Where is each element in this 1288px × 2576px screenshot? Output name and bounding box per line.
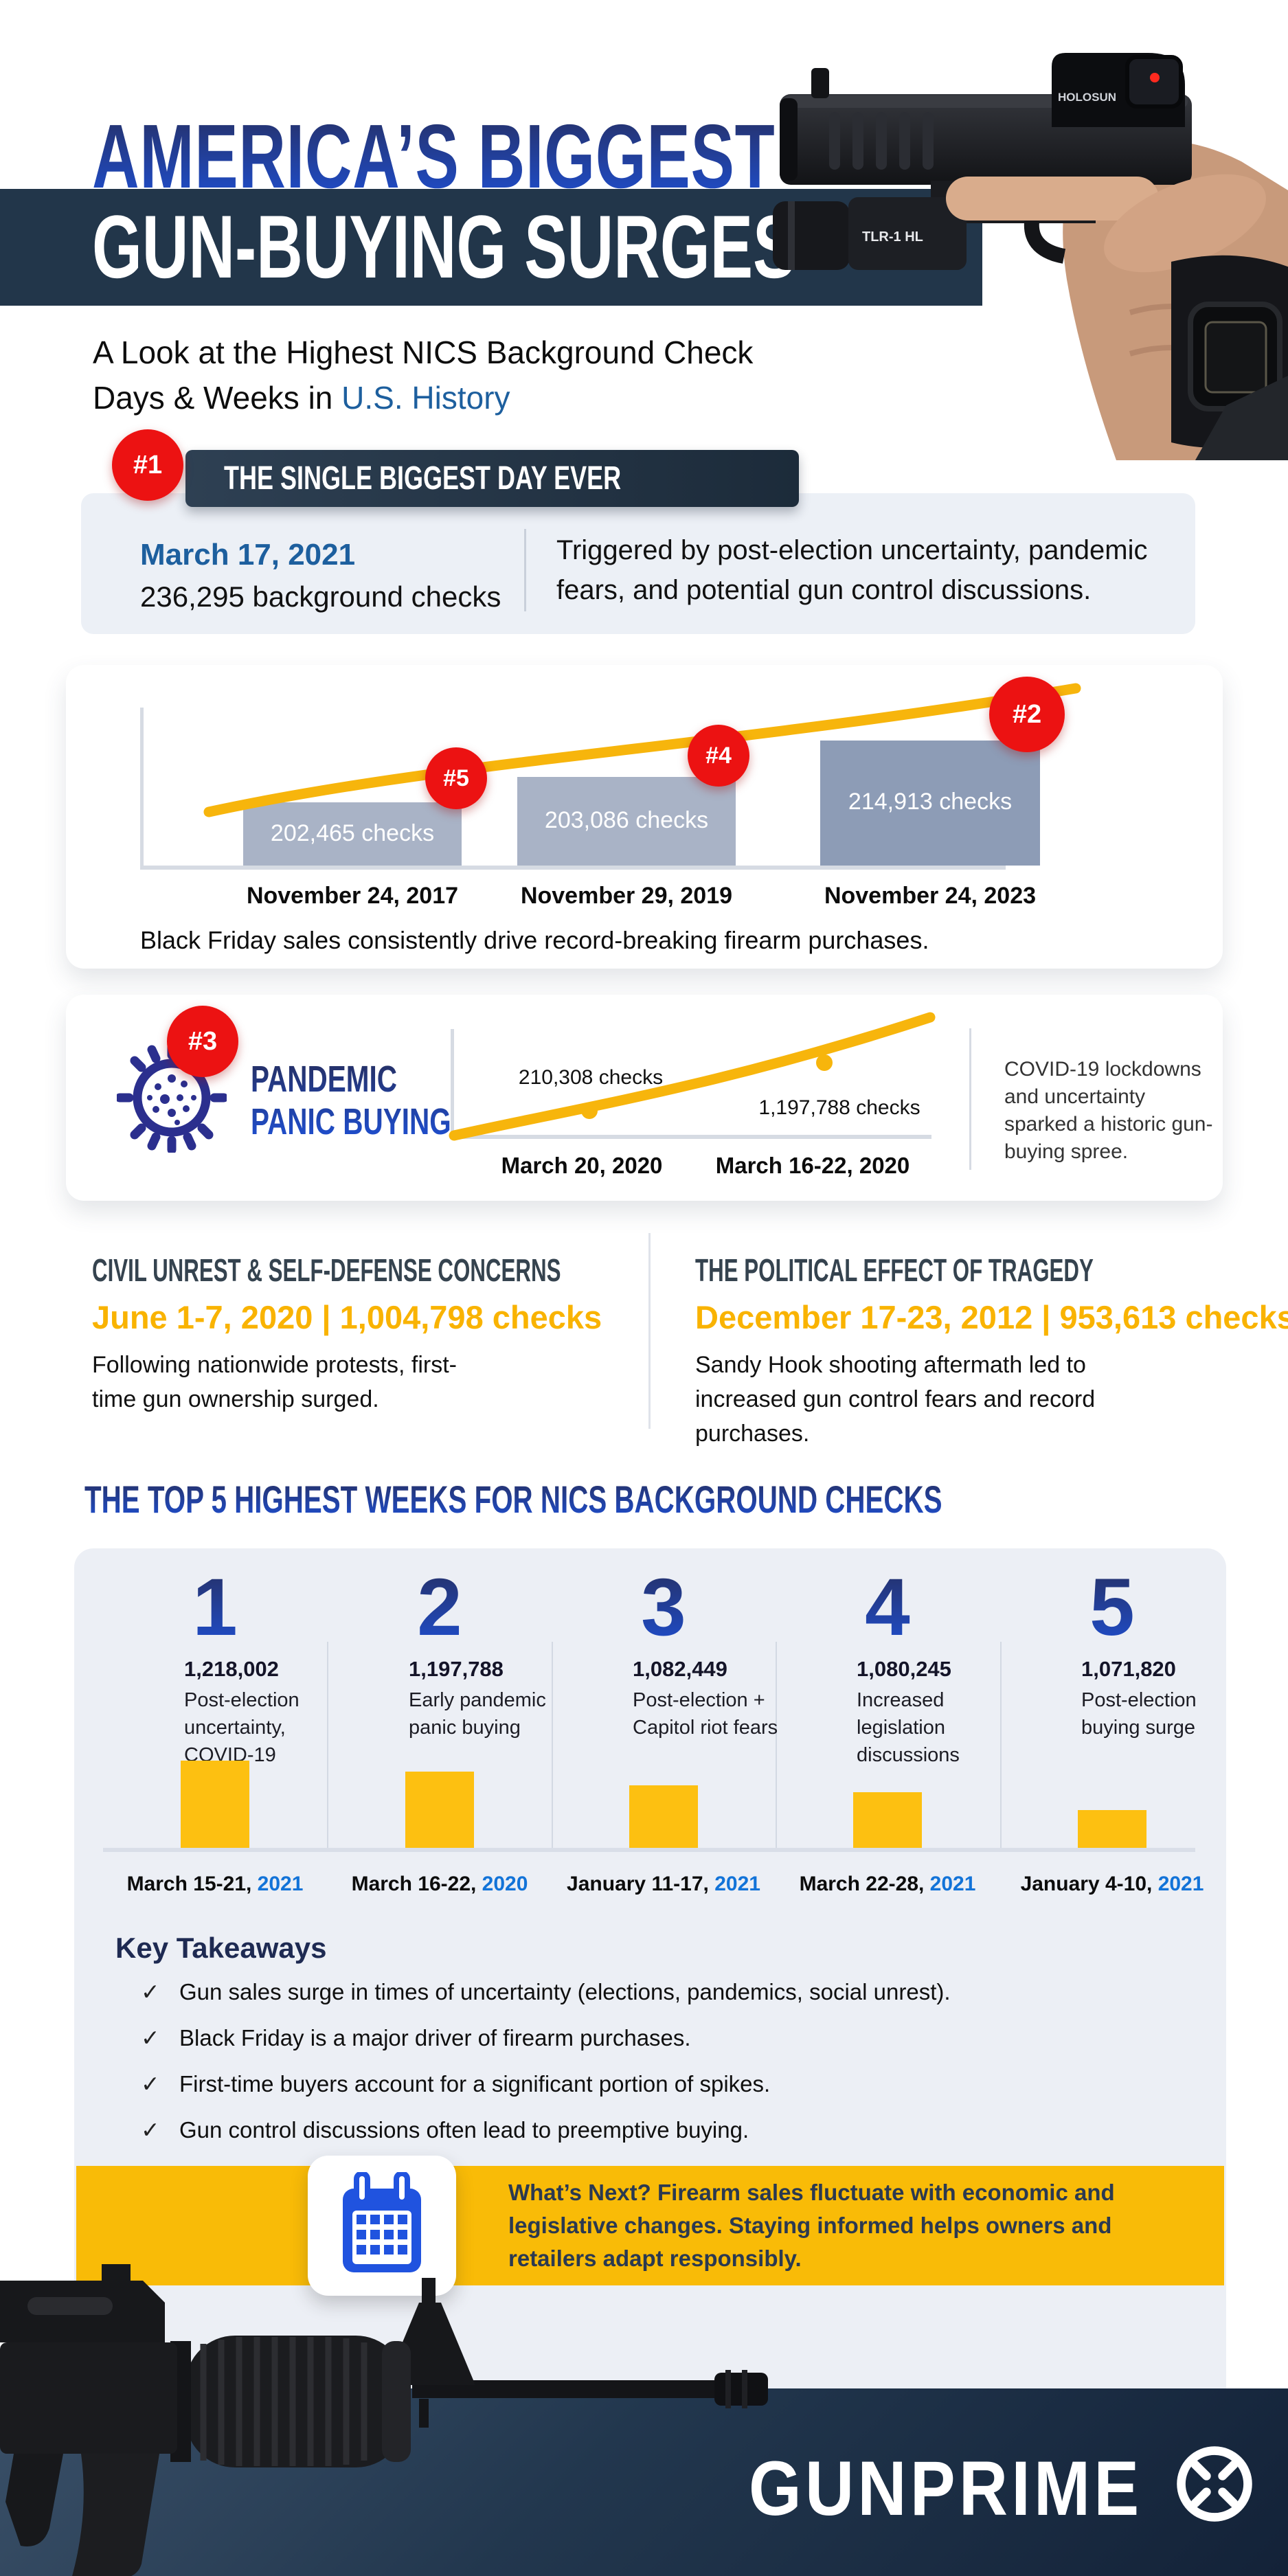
top5-title: THE TOP 5 HIGHEST WEEKS FOR NICS BACKGRO… <box>84 1478 942 1521</box>
pp-divider <box>969 1028 971 1170</box>
pp-x-axis <box>451 1135 931 1139</box>
top5-date-5: January 4-10, 2021 <box>1020 1873 1204 1895</box>
crosshair-x-icon <box>1177 2446 1252 2522</box>
bf-bar-label-2017: 202,465 checks <box>270 820 435 846</box>
pp-point-2 <box>816 1054 833 1071</box>
single-biggest-day-card <box>81 493 1195 634</box>
pp-point-1 <box>581 1103 598 1119</box>
biggest-day-description: Triggered by post-election uncertainty, … <box>556 535 1148 605</box>
biggest-day-date: March 17, 2021 <box>140 538 356 572</box>
whats-next-text: What’s Next? Firearm sales fluctuate wit… <box>508 2180 1115 2271</box>
check-icon: ✓ <box>141 2071 160 2097</box>
page-subtitle: A Look at the Highest NICS Background Ch… <box>93 330 753 420</box>
top5-value-4: 1,080,245 <box>857 1657 951 1681</box>
top5-rank-3: 3 <box>561 1561 767 1654</box>
bf-bar-label-2023: 214,913 checks <box>848 789 1013 815</box>
rank-badge-1: #1 <box>112 429 183 501</box>
top5-desc-3: Post-election + Capitol riot fears <box>633 1689 778 1739</box>
rank-badge-3: #3 <box>167 1006 238 1077</box>
top5-bar-2 <box>405 1772 474 1850</box>
top5-value-5: 1,071,820 <box>1081 1657 1176 1681</box>
pp-y-axis <box>451 1029 454 1139</box>
pp-date-1: March 20, 2020 <box>501 1153 663 1178</box>
top5-bar-1 <box>181 1761 249 1850</box>
pistol-photo: HOLOSUN TLR-1 HL <box>773 53 1288 460</box>
rank-badge-2: #2 <box>989 677 1065 752</box>
card-divider <box>524 529 526 611</box>
top5-desc-4: Increased legislation discussions <box>857 1689 960 1766</box>
top5-desc-2: Early pandemic panic buying <box>409 1689 546 1739</box>
event-right-title: THE POLITICAL EFFECT OF TRAGEDY <box>695 1252 1094 1288</box>
bf-bar-2019: 203,086 checks <box>517 777 736 866</box>
rifle-image <box>0 2264 768 2576</box>
top5-date-2: March 16-22, 2020 <box>351 1873 528 1895</box>
sight-brand-label: HOLOSUN <box>1058 91 1116 104</box>
event-right-stat: December 17-23, 2012 | 953,613 checks <box>695 1299 1288 1335</box>
brand-logo-text: GUNPRIME <box>749 2445 1143 2531</box>
event-left-stat: June 1-7, 2020 | 1,004,798 checks <box>92 1299 602 1335</box>
bf-x-axis <box>140 866 1006 870</box>
events-divider <box>648 1233 651 1429</box>
single-biggest-day-header: THE SINGLE BIGGEST DAY EVER <box>224 460 622 497</box>
top5-date-3: January 11-17, 2021 <box>567 1873 760 1895</box>
pp-date-2: March 16-22, 2020 <box>715 1153 910 1178</box>
top5-col-divider <box>327 1642 328 1848</box>
takeaway-item: ✓ First-time buyers account for a signifi… <box>141 2071 771 2097</box>
takeaway-item: ✓ Gun sales surge in times of uncertainty… <box>141 1979 951 2004</box>
check-icon: ✓ <box>141 2117 160 2143</box>
bf-bar-label-2019: 203,086 checks <box>544 807 709 833</box>
bf-date-2019: November 29, 2019 <box>520 883 733 909</box>
check-icon: ✓ <box>141 2025 160 2050</box>
top5-col-divider <box>1000 1642 1002 1848</box>
top5-rank-4: 4 <box>784 1561 991 1654</box>
takeaway-item: ✓ Black Friday is a major driver of firea… <box>141 2025 691 2050</box>
rank-badge-5: #5 <box>425 747 487 809</box>
pandemic-description: COVID-19 lockdowns and uncertainty spark… <box>1004 1058 1213 1163</box>
bf-y-axis <box>140 708 144 868</box>
bf-bar-2023: 214,913 checks <box>820 741 1040 866</box>
top5-rank-1: 1 <box>112 1561 318 1654</box>
subtitle-highlight: U.S. History <box>341 380 510 416</box>
whats-next-banner <box>76 2166 1224 2285</box>
top5-col-divider <box>776 1642 777 1848</box>
top5-desc-1: Post-election uncertainty, COVID-19 <box>184 1689 300 1766</box>
check-icon: ✓ <box>141 1979 160 2004</box>
top5-rank-5: 5 <box>1009 1561 1215 1654</box>
bf-caption: Black Friday sales consistently drive re… <box>140 926 929 954</box>
top5-bar-4 <box>853 1792 922 1850</box>
top5-col-divider <box>552 1642 553 1848</box>
bf-date-2017: November 24, 2017 <box>246 883 459 909</box>
single-biggest-day-header-bar: THE SINGLE BIGGEST DAY EVER <box>185 450 799 507</box>
top5-value-2: 1,197,788 <box>409 1657 504 1681</box>
pp-point1-label: 210,308 checks <box>518 1066 664 1089</box>
top5-bar-5 <box>1078 1810 1146 1850</box>
light-brand-label: TLR-1 HL <box>862 229 923 245</box>
top5-date-4: March 22-28, 2021 <box>799 1873 976 1895</box>
pp-point2-label: 1,197,788 checks <box>758 1096 920 1119</box>
calendar-icon <box>343 2172 421 2272</box>
biggest-day-stat: 236,295 background checks <box>140 580 501 613</box>
subtitle-line1: A Look at the Highest NICS Background Ch… <box>93 335 754 370</box>
event-left-description: Following nationwide protests, first-tim… <box>92 1352 457 1412</box>
bf-trend-line <box>203 683 1081 817</box>
page-title-line2: GUN-BUYING SURGES <box>92 196 796 297</box>
bf-bar-2017: 202,465 checks <box>243 802 462 866</box>
subtitle-line2: Days & Weeks in U.S. History <box>93 380 510 416</box>
top5-value-1: 1,218,002 <box>184 1657 279 1681</box>
pp-line-chart <box>449 1012 936 1141</box>
takeaway-item: ✓ Gun control discussions often lead to p… <box>141 2117 749 2143</box>
top5-rank-2: 2 <box>337 1561 543 1654</box>
top5-value-3: 1,082,449 <box>633 1657 727 1681</box>
rank-badge-4: #4 <box>688 725 749 787</box>
key-takeaways-title: Key Takeaways <box>115 1932 327 1964</box>
bf-date-2023: November 24, 2023 <box>824 883 1037 909</box>
event-left-title: CIVIL UNREST & SELF-DEFENSE CONCERNS <box>92 1252 561 1288</box>
top5-baseline <box>103 1848 1195 1852</box>
top5-date-1: March 15-21, 2021 <box>126 1873 304 1895</box>
event-right-description: Sandy Hook shooting aftermath led to inc… <box>695 1352 1096 1447</box>
top5-desc-5: Post-election buying surge <box>1081 1689 1197 1739</box>
top5-bar-3 <box>629 1785 698 1850</box>
